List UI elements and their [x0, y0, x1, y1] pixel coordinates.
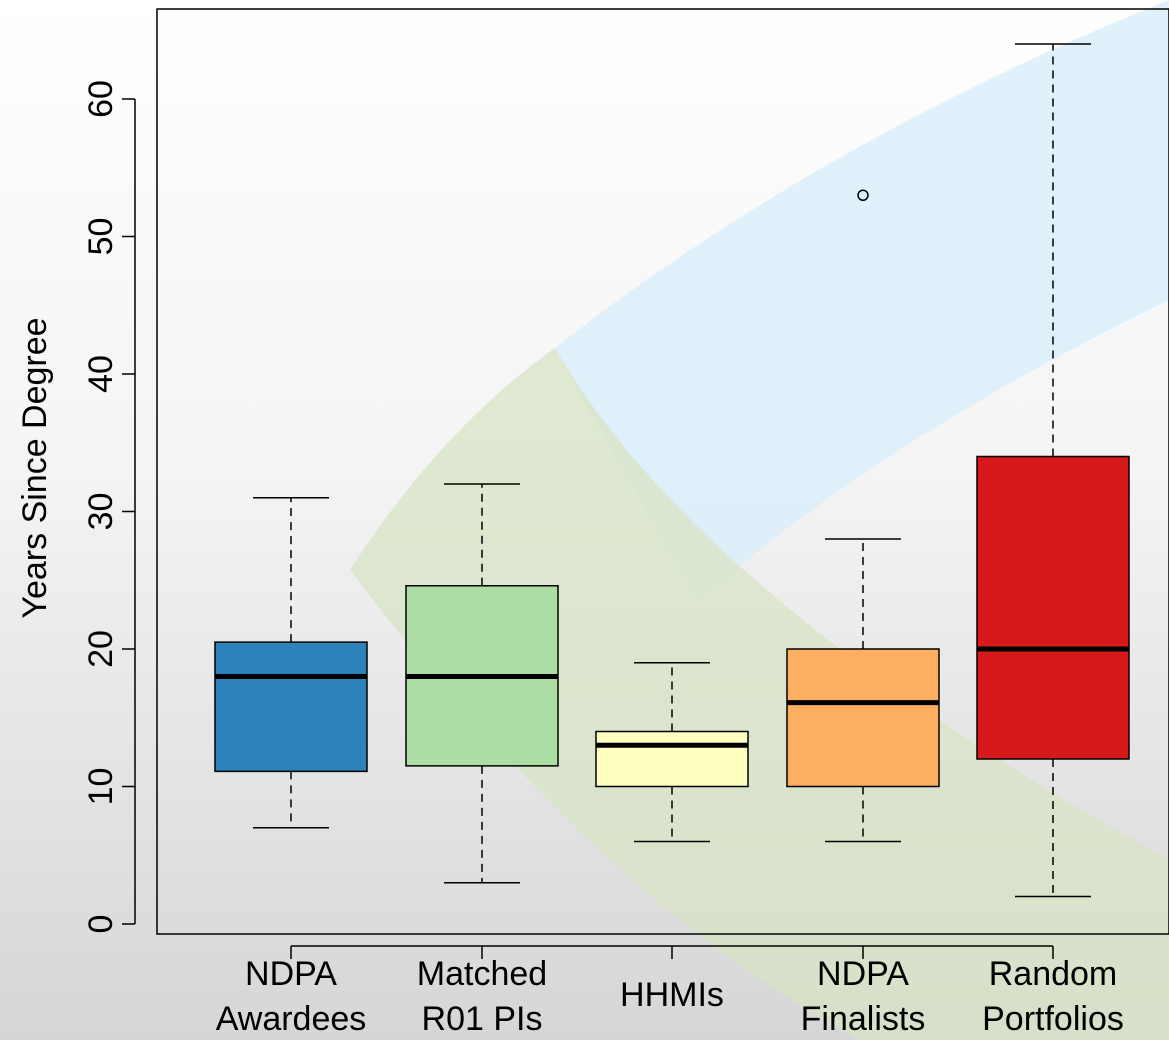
- box-iqr: [214, 641, 368, 773]
- x-axis: NDPA Awardees Matched R01 PIs HHMIs NDPA Final…: [216, 945, 1124, 1038]
- box-1: [214, 497, 368, 829]
- box-3: [595, 662, 749, 843]
- x-tick-label: Random: [989, 955, 1118, 993]
- x-tick-label: Matched: [417, 955, 547, 993]
- y-tick-label: 40: [82, 355, 120, 393]
- decorative-green-swoosh: [350, 348, 1169, 1040]
- y-tick-label: 60: [82, 80, 120, 118]
- x-tick-label: NDPA: [817, 955, 909, 993]
- x-tick-label: Awardees: [216, 1000, 367, 1038]
- y-axis: 0 10 20 30 40 50 60: [82, 80, 136, 934]
- decorative-blue-swoosh: [555, 0, 1169, 600]
- box-iqr: [976, 455, 1130, 760]
- box-5: [976, 43, 1130, 898]
- x-tick-label: NDPA: [245, 955, 337, 993]
- x-tick-label: HHMIs: [620, 976, 724, 1014]
- y-tick-label: 20: [82, 630, 120, 668]
- outlier-point: [857, 189, 869, 201]
- box-iqr: [786, 648, 940, 788]
- box-2: [405, 483, 559, 884]
- y-tick-label: 10: [82, 768, 120, 806]
- box-iqr: [595, 730, 749, 788]
- y-tick-label: 30: [82, 493, 120, 531]
- x-tick-label: Finalists: [801, 1000, 926, 1038]
- y-tick-label: 0: [82, 915, 120, 934]
- x-tick-label: Portfolios: [982, 1000, 1124, 1038]
- x-tick-label: R01 PIs: [422, 1000, 543, 1038]
- box-4: [786, 189, 940, 843]
- y-axis-label: Years Since Degree: [16, 317, 54, 618]
- boxes-group: [214, 43, 1130, 898]
- y-tick-label: 50: [82, 218, 120, 256]
- plot-area-frame: [156, 8, 1169, 935]
